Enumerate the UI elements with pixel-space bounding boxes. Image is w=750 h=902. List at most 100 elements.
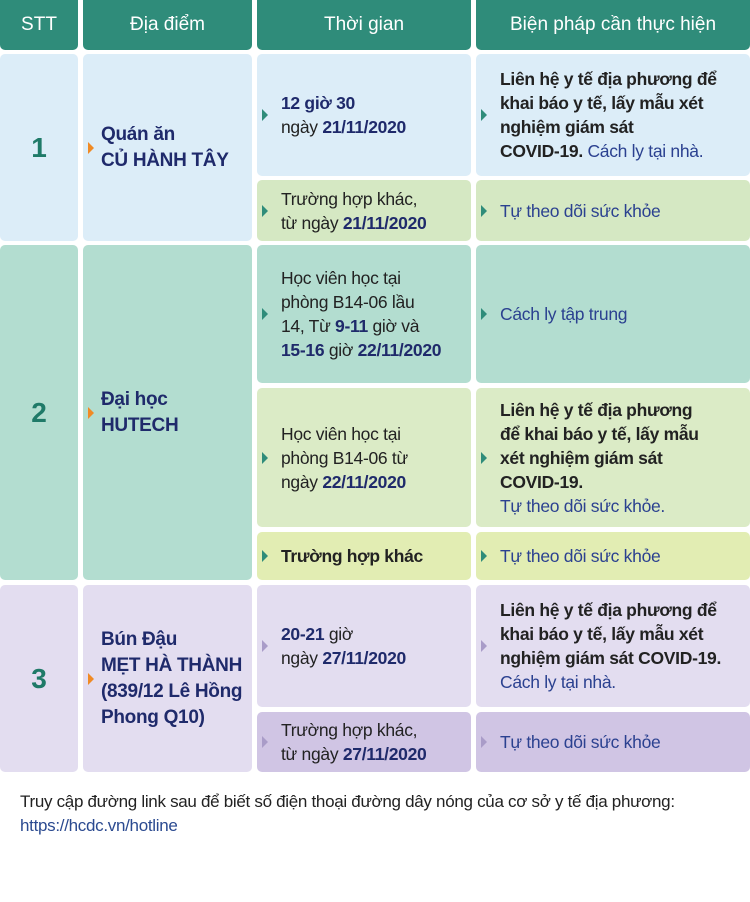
text-line: CỦ HÀNH TÂY	[101, 148, 229, 174]
text-segment: giờ và	[367, 316, 420, 336]
text-segment: ngày	[281, 648, 323, 668]
text-line: nghiệm giám sát COVID-19.	[500, 646, 721, 670]
cell-text: Trường hợp khác, từ ngày 27/11/2020	[281, 718, 427, 766]
arrow-icon	[262, 550, 268, 562]
text-line: từ ngày 27/11/2020	[281, 742, 427, 766]
cell-text: Tự theo dõi sức khỏe	[500, 544, 661, 568]
text-segment: Học viên học tại	[281, 423, 401, 444]
cell-text: Liên hệ y tế địa phương để khai báo y tế,…	[500, 398, 699, 518]
text-line: ngày 27/11/2020	[281, 646, 406, 670]
cell-text: Liên hệ y tế địa phương để khai báo y tế,…	[500, 67, 717, 163]
text-line: Trường hợp khác,	[281, 718, 426, 742]
arrow-icon	[88, 141, 94, 154]
time-cell: Trường hợp khác	[257, 532, 471, 580]
text-segment: Liên hệ y tế địa phương để	[500, 600, 717, 620]
arrow-icon	[262, 109, 268, 121]
action-cell: Liên hệ y tế địa phương để khai báo y tế,…	[476, 388, 750, 527]
text-segment: khai báo y tế, lấy mẫu xét	[500, 93, 704, 113]
location-cell: Đại học HUTECH	[83, 245, 252, 580]
text-segment: nghiệm giám sát COVID-19.	[500, 648, 722, 668]
text-line: để khai báo y tế, lấy mẫu	[500, 422, 699, 446]
cell-text: 12 giờ 30 ngày 21/11/2020	[281, 91, 406, 139]
text-segment: phòng B14-06 từ	[281, 447, 408, 468]
text-line: Tự theo dõi sức khỏe	[500, 199, 661, 223]
action-cell: Cách ly tập trung	[476, 245, 750, 383]
arrow-icon	[88, 672, 94, 685]
action-cell: Tự theo dõi sức khỏe	[476, 532, 750, 580]
text-segment: 20-21	[281, 624, 325, 644]
location-cell: Bún Đậu MẸT HÀ THÀNH (839/12 Lê Hồng Phong …	[83, 585, 252, 772]
arrow-icon	[262, 204, 268, 217]
text-line: Học viên học tại	[281, 422, 408, 446]
text-segment: Quán ăn	[101, 123, 175, 145]
cell-text: Bún Đậu MẸT HÀ THÀNH (839/12 Lê Hồng Phong …	[101, 627, 243, 731]
footer-note: Truy cập đường link sau để biết số điện …	[20, 790, 730, 838]
header-action: Biện pháp cần thực hiện	[476, 0, 750, 50]
text-line: ngày 22/11/2020	[281, 470, 408, 494]
cell-text: Tự theo dõi sức khỏe	[500, 199, 661, 223]
text-segment: xét nghiệm giám sát	[500, 447, 663, 468]
text-segment: Tự theo dõi sức khỏe	[500, 200, 661, 221]
text-segment: 21/11/2020	[322, 117, 406, 137]
text-segment: Đại học	[101, 388, 168, 410]
text-line: (839/12 Lê Hồng	[101, 679, 243, 705]
text-line: Cách ly tập trung	[500, 302, 628, 326]
text-segment: COVID-19.	[500, 471, 583, 492]
text-segment: Trường hợp khác,	[281, 188, 418, 209]
cell-text: Đại học HUTECH	[101, 387, 179, 439]
text-segment: 27/11/2020	[342, 744, 427, 764]
text-segment: ngày	[281, 471, 323, 492]
text-line: 14, Từ 9-11 giờ và	[281, 314, 441, 338]
text-segment: 15-16	[281, 340, 325, 360]
text-line: phòng B14-06 từ	[281, 446, 408, 470]
text-segment: Học viên học tại	[281, 268, 401, 288]
text-segment: MẸT HÀ THÀNH	[101, 654, 242, 676]
cell-text: Cách ly tập trung	[500, 302, 628, 326]
text-line: Tự theo dõi sức khỏe.	[500, 494, 699, 518]
row-number: 2	[0, 245, 78, 580]
text-segment: 22/11/2020	[357, 340, 442, 360]
text-segment: 27/11/2020	[322, 648, 406, 668]
text-line: nghiệm giám sát	[500, 115, 717, 139]
text-segment: Cách ly tại nhà.	[587, 141, 704, 161]
text-line: từ ngày 21/11/2020	[281, 211, 427, 235]
time-cell: 20-21 giờ ngày 27/11/2020	[257, 585, 471, 707]
action-cell: Tự theo dõi sức khỏe	[476, 712, 750, 772]
cell-text: Tự theo dõi sức khỏe	[500, 730, 661, 754]
text-line: Đại học	[101, 387, 178, 413]
text-line: Trường hợp khác	[281, 544, 423, 568]
text-segment: Tự theo dõi sức khỏe	[500, 546, 661, 566]
text-segment: giờ	[324, 624, 354, 644]
time-cell: 12 giờ 30 ngày 21/11/2020	[257, 54, 471, 176]
text-segment: 14, Từ	[281, 316, 336, 336]
text-line: xét nghiệm giám sát	[500, 446, 699, 470]
header-stt: STT	[0, 0, 78, 50]
text-segment: CỦ HÀNH TÂY	[101, 149, 229, 171]
text-line: khai báo y tế, lấy mẫu xét	[500, 91, 717, 115]
text-line: Cách ly tại nhà.	[500, 670, 721, 694]
text-segment: phòng B14-06 lầu	[281, 292, 415, 312]
cell-text: Học viên học tại phòng B14-06 lầu 14, Từ 9…	[281, 266, 442, 362]
text-segment: Trường hợp khác,	[281, 720, 418, 740]
time-cell: Trường hợp khác, từ ngày 21/11/2020	[257, 180, 471, 241]
cell-text: Trường hợp khác	[281, 544, 423, 568]
text-line: 15-16 giờ 22/11/2020	[281, 338, 442, 362]
hotline-link[interactable]: https://hcdc.vn/hotline	[20, 816, 178, 835]
text-line: Học viên học tại	[281, 266, 441, 290]
arrow-icon	[262, 308, 268, 320]
text-line: COVID-19. Cách ly tại nhà.	[500, 139, 717, 163]
text-segment: 22/11/2020	[322, 471, 406, 492]
text-line: Tự theo dõi sức khỏe	[500, 730, 661, 754]
text-segment: Liên hệ y tế địa phương	[500, 399, 693, 420]
text-line: Trường hợp khác,	[281, 187, 426, 211]
cell-text: Trường hợp khác, từ ngày 21/11/2020	[281, 187, 427, 235]
time-cell: Học viên học tại phòng B14-06 từ ngày 22/1…	[257, 388, 471, 527]
text-line: COVID-19.	[500, 470, 699, 494]
text-line: MẸT HÀ THÀNH	[101, 653, 242, 679]
header-location: Địa điểm	[83, 0, 252, 50]
cell-text: 20-21 giờ ngày 27/11/2020	[281, 622, 406, 670]
text-segment: ngày	[281, 117, 323, 137]
arrow-icon	[481, 640, 487, 652]
text-segment: Bún Đậu	[101, 628, 178, 650]
text-segment: Liên hệ y tế địa phương để	[500, 69, 717, 89]
